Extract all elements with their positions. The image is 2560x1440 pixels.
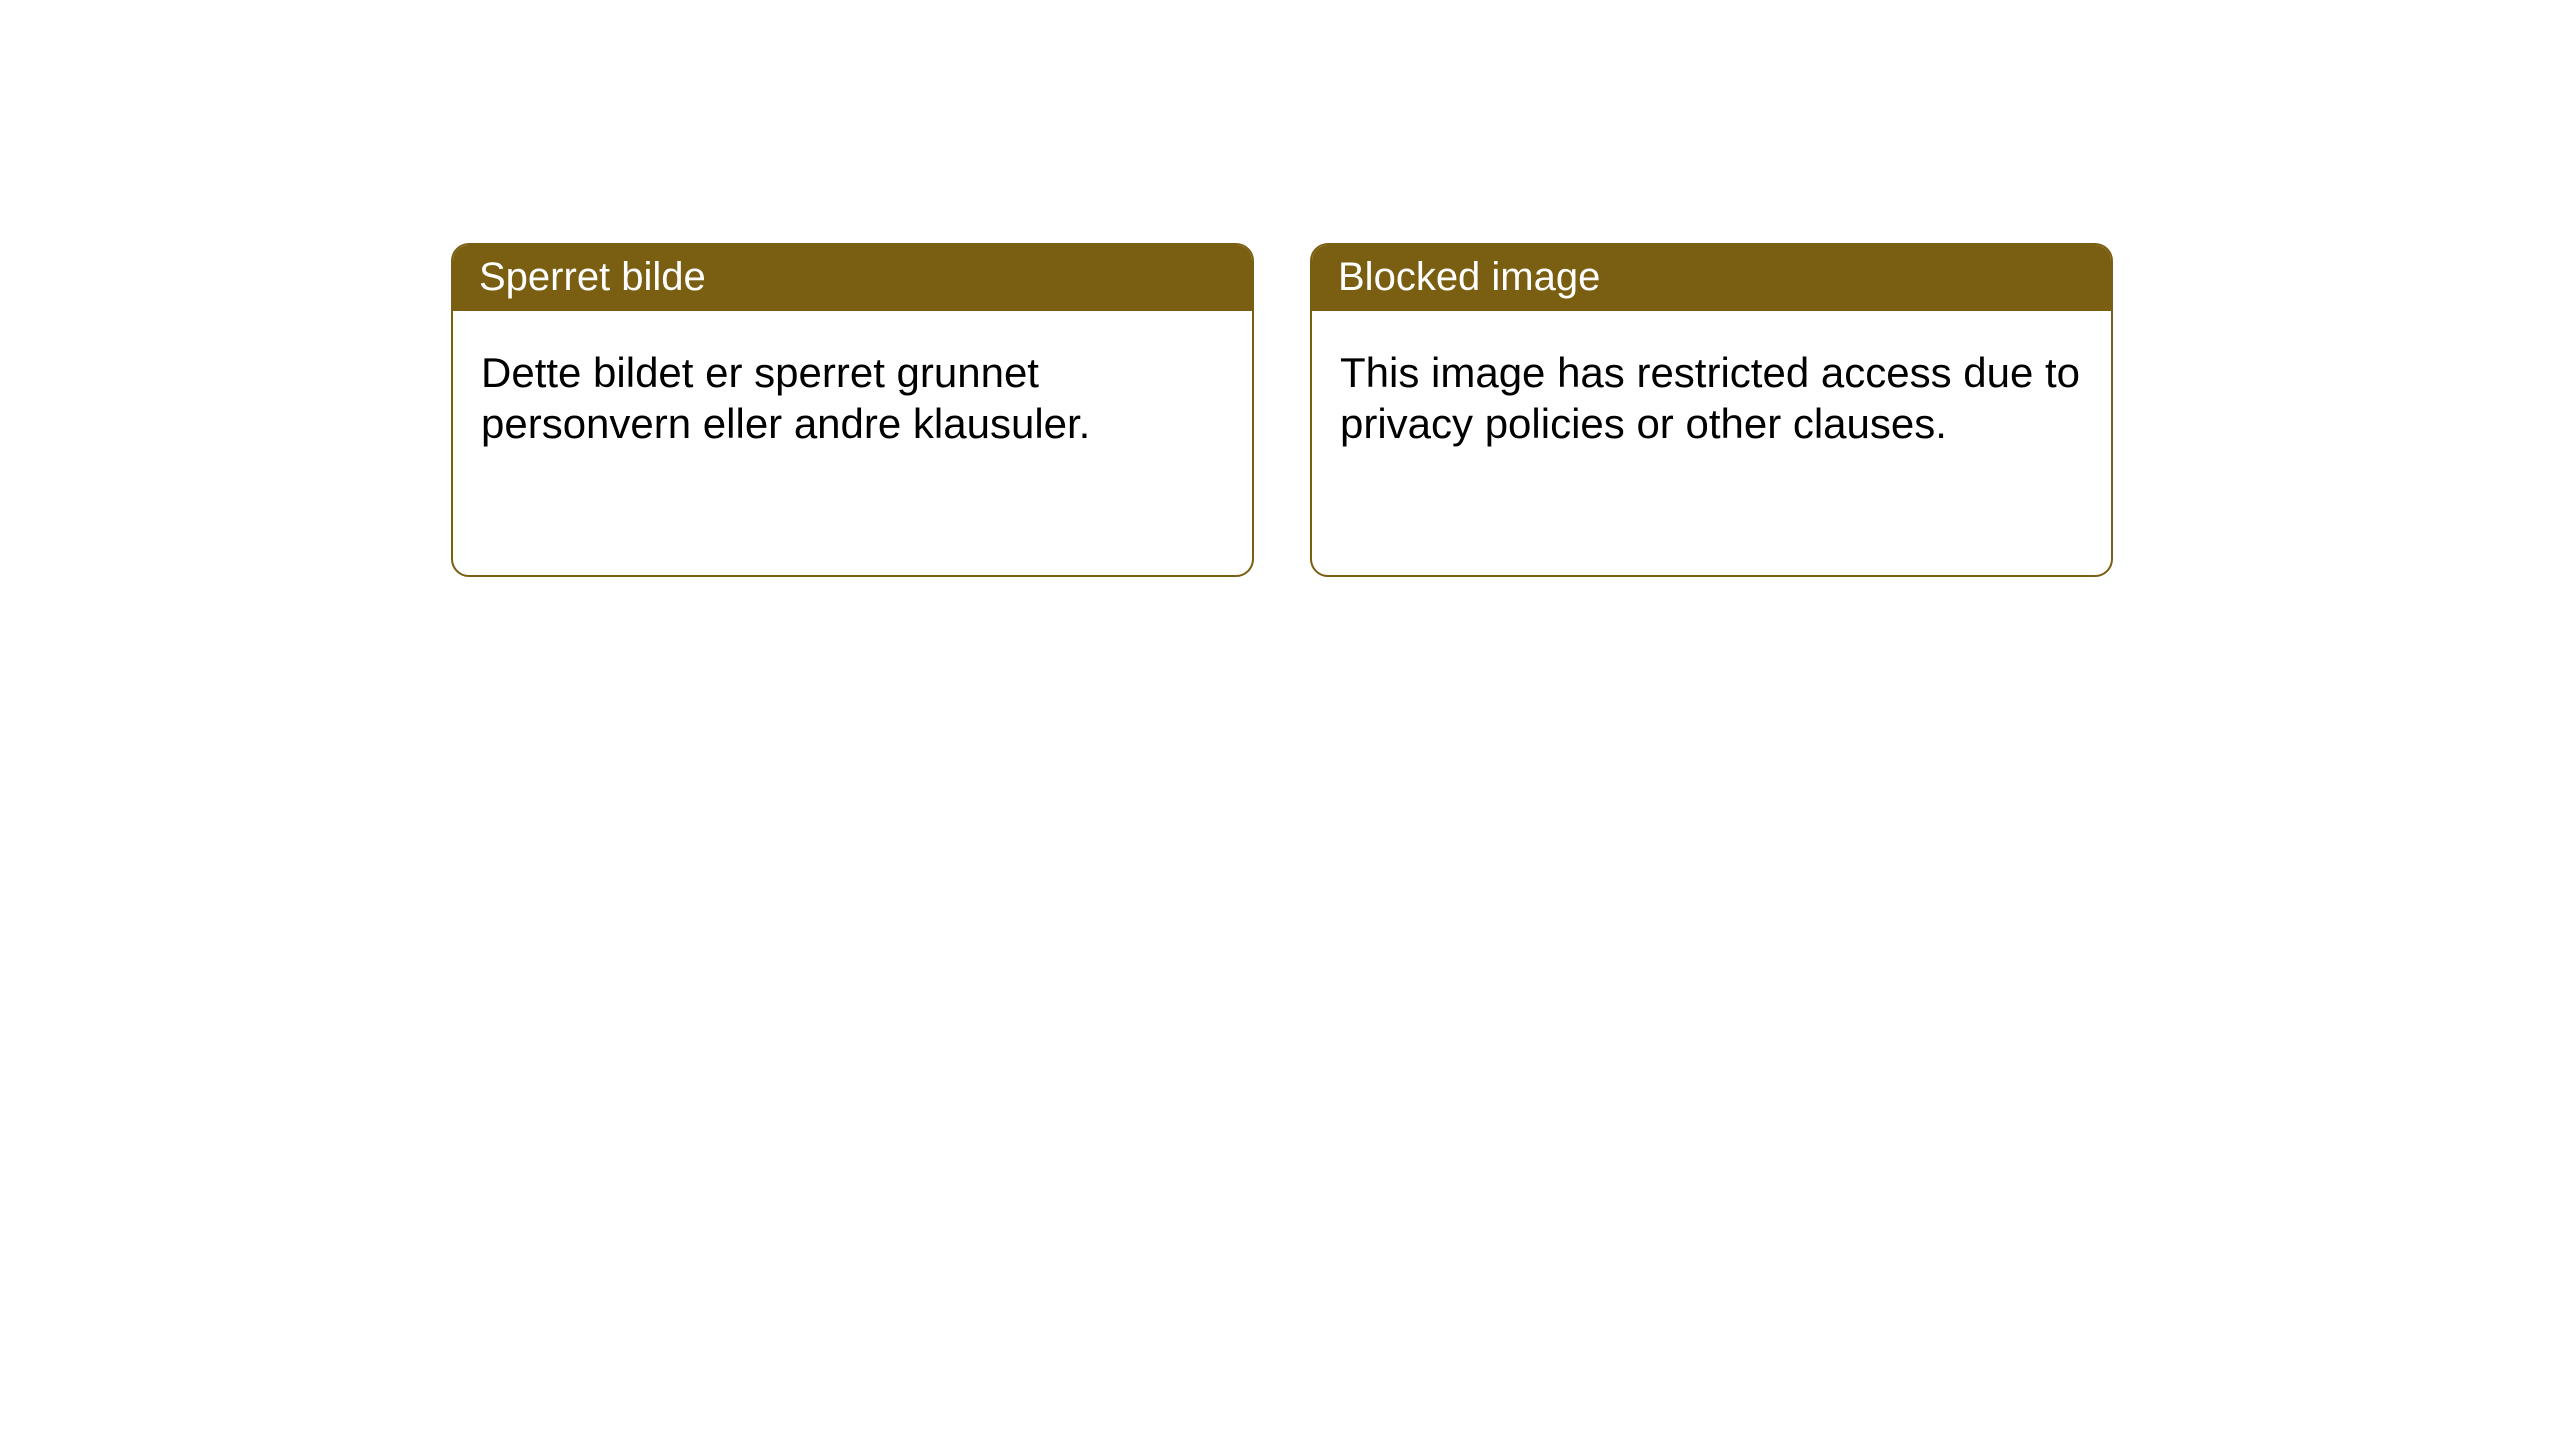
notice-header: Sperret bilde — [453, 245, 1252, 311]
notice-card-norwegian: Sperret bilde Dette bildet er sperret gr… — [451, 243, 1254, 577]
notice-container: Sperret bilde Dette bildet er sperret gr… — [0, 0, 2560, 577]
notice-body: This image has restricted access due to … — [1312, 311, 2111, 485]
notice-text: This image has restricted access due to … — [1340, 349, 2080, 447]
notice-card-english: Blocked image This image has restricted … — [1310, 243, 2113, 577]
notice-header: Blocked image — [1312, 245, 2111, 311]
notice-title: Blocked image — [1338, 255, 1600, 299]
notice-title: Sperret bilde — [479, 255, 706, 299]
notice-text: Dette bildet er sperret grunnet personve… — [481, 349, 1090, 447]
notice-body: Dette bildet er sperret grunnet personve… — [453, 311, 1252, 485]
